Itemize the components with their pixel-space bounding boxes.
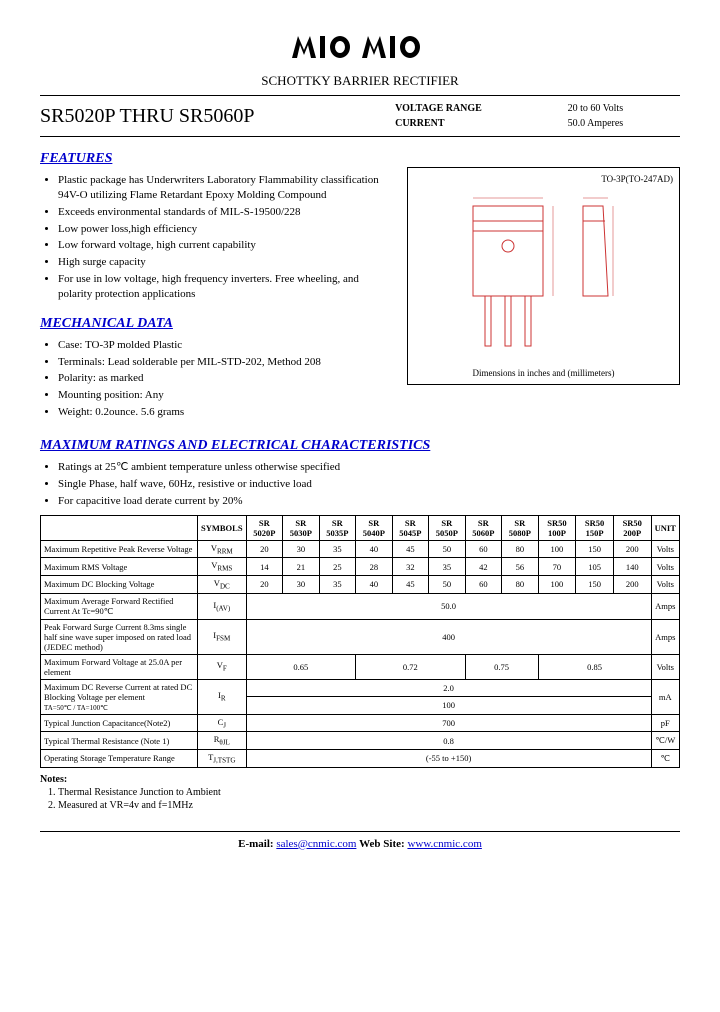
table-header: SR 5035P <box>319 515 356 540</box>
title-row: SR5020P THRU SR5060P VOLTAGE RANGE 20 to… <box>40 95 680 137</box>
current-label: CURRENT <box>391 117 562 130</box>
features-list: Plastic package has Underwriters Laborat… <box>58 173 395 302</box>
table-header: SR 5020P <box>246 515 283 540</box>
list-item: For use in low voltage, high frequency i… <box>58 272 395 302</box>
package-drawing-box: TO-3P(TO-247AD) <box>407 167 680 385</box>
table-row: Operating Storage Temperature RangeTJ,TS… <box>41 749 680 767</box>
table-header: SR 5040P <box>356 515 393 540</box>
table-header: SR 5060P <box>465 515 502 540</box>
web-link[interactable]: www.cnmic.com <box>407 838 481 850</box>
web-label: Web Site: <box>359 838 407 850</box>
package-caption: Dimensions in inches and (millimeters) <box>414 368 673 378</box>
list-item: Ratings at 25℃ ambient temperature unles… <box>58 460 680 475</box>
footer: E-mail: sales@cnmic.com Web Site: www.cn… <box>40 831 680 850</box>
table-header: UNIT <box>651 515 679 540</box>
list-item: Polarity: as marked <box>58 371 395 386</box>
spec-block: VOLTAGE RANGE 20 to 60 Volts CURRENT 50.… <box>389 100 680 132</box>
mechanical-list: Case: TO-3P molded Plastic Terminals: Lea… <box>58 338 395 420</box>
voltage-range-value: 20 to 60 Volts <box>564 102 678 115</box>
list-item: Single Phase, half wave, 60Hz, resistive… <box>58 477 680 492</box>
features-heading: FEATURES <box>40 151 395 167</box>
table-header: SR 5050P <box>429 515 466 540</box>
table-row: Peak Forward Surge Current 8.3ms single … <box>41 619 680 654</box>
table-row: Maximum Forward Voltage at 25.0A per ele… <box>41 654 680 679</box>
email-link[interactable]: sales@cnmic.com <box>276 838 356 850</box>
table-row: Maximum DC Blocking VoltageVDC2030354045… <box>41 575 680 593</box>
mechanical-heading: MECHANICAL DATA <box>40 316 395 332</box>
list-item: Case: TO-3P molded Plastic <box>58 338 395 353</box>
notes-section: Notes: Thermal Resistance Junction to Am… <box>40 774 680 811</box>
email-label: E-mail: <box>238 838 276 850</box>
list-item: Low power loss,high efficiency <box>58 222 395 237</box>
list-item: For capacitive load derate current by 20… <box>58 494 680 509</box>
list-item: Exceeds environmental standards of MIL-S… <box>58 205 395 220</box>
table-row: Maximum RMS VoltageVRMS14212528323542567… <box>41 558 680 576</box>
list-item: Terminals: Lead solderable per MIL-STD-2… <box>58 355 395 370</box>
part-number-title: SR5020P THRU SR5060P <box>40 105 389 128</box>
notes-heading: Notes: <box>40 774 67 785</box>
notes-list: Thermal Resistance Junction to Ambient Me… <box>58 787 680 811</box>
table-header: SYMBOLS <box>198 515 247 540</box>
table-header: SR50 100P <box>538 515 576 540</box>
list-item: High surge capacity <box>58 255 395 270</box>
list-item: Low forward voltage, high current capabi… <box>58 238 395 253</box>
list-item: Plastic package has Underwriters Laborat… <box>58 173 395 203</box>
table-row: Maximum Repetitive Peak Reverse VoltageV… <box>41 540 680 558</box>
list-item: Measured at VR=4v and f=1MHz <box>58 800 680 811</box>
table-row: Typical Junction Capacitance(Note2)CJ700… <box>41 714 680 732</box>
ratings-conditions-list: Ratings at 25℃ ambient temperature unles… <box>58 460 680 509</box>
table-header: SR 5080P <box>502 515 539 540</box>
table-header: SR 5030P <box>283 515 320 540</box>
doc-subtitle: SCHOTTKY BARRIER RECTIFIER <box>40 73 680 89</box>
table-header: SR 5045P <box>392 515 429 540</box>
list-item: Thermal Resistance Junction to Ambient <box>58 787 680 798</box>
logo <box>40 30 680 69</box>
table-row: Maximum Average Forward Rectified Curren… <box>41 593 680 619</box>
table-row: Maximum DC Reverse Current at rated DC B… <box>41 679 680 697</box>
voltage-range-label: VOLTAGE RANGE <box>391 102 562 115</box>
list-item: Mounting position: Any <box>58 388 395 403</box>
table-header: SR50 200P <box>613 515 651 540</box>
ratings-table: SYMBOLSSR 5020PSR 5030PSR 5035PSR 5040PS… <box>40 515 680 768</box>
package-type-label: TO-3P(TO-247AD) <box>414 174 673 184</box>
table-row: Typical Thermal Resistance (Note 1)RθJL0… <box>41 732 680 750</box>
package-drawing <box>443 186 643 366</box>
list-item: Weight: 0.2ounce. 5.6 grams <box>58 405 395 420</box>
current-value: 50.0 Amperes <box>564 117 678 130</box>
ratings-heading: MAXIMUM RATINGS AND ELECTRICAL CHARACTER… <box>40 438 680 454</box>
table-header: SR50 150P <box>576 515 614 540</box>
